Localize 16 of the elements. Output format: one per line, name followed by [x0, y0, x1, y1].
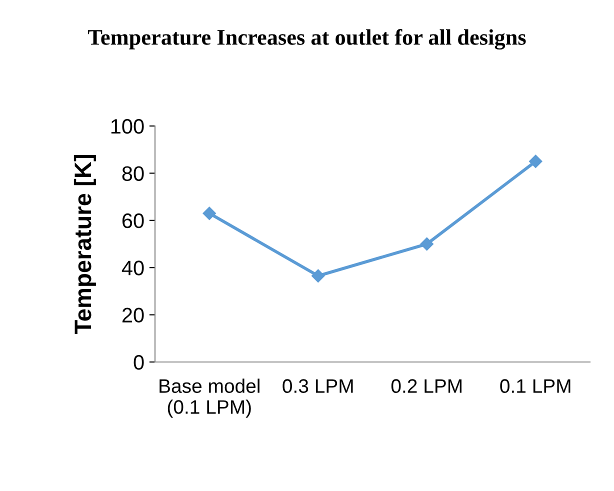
- y-tick-label: 60: [122, 213, 144, 228]
- y-tick-label: 100: [111, 119, 144, 134]
- x-tick-label: 0.1 LPM: [500, 379, 570, 393]
- chart-title: Temperature Increases at outlet for all designs: [88, 29, 526, 50]
- point: [312, 269, 325, 282]
- y-tick-label: 40: [122, 260, 144, 276]
- y-tick-label: 20: [122, 308, 144, 323]
- y-tick-label: 80: [122, 166, 144, 181]
- x-tick-label: 0.3 LPM: [282, 379, 353, 393]
- y-axis-title: Temperature [K]: [74, 155, 96, 334]
- y-tick-label: 0: [134, 355, 144, 370]
- x-tick-label: Base model (0.1 LPM): [160, 378, 260, 418]
- point: [420, 237, 434, 251]
- point: [529, 154, 542, 168]
- x-tick-label: 0.2 LPM: [391, 379, 462, 393]
- point: [202, 206, 216, 220]
